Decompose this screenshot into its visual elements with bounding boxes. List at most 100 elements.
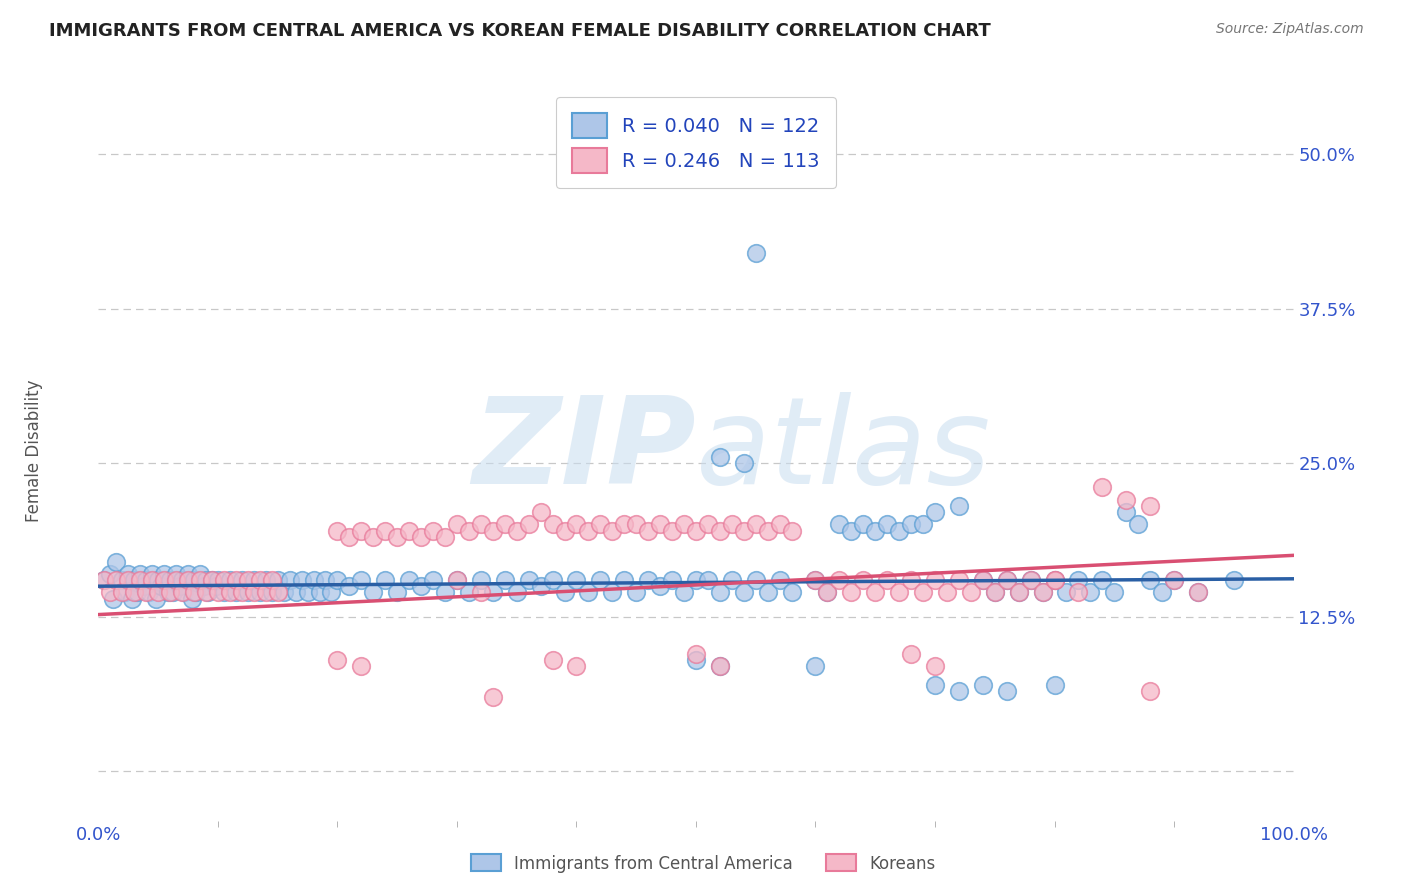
- Point: [374, 524, 396, 538]
- Point: [709, 659, 731, 673]
- Point: [745, 573, 768, 587]
- Point: [172, 585, 194, 599]
- Point: [195, 573, 218, 587]
- Point: [98, 585, 122, 599]
- Point: [876, 573, 898, 587]
- Point: [948, 499, 970, 513]
- Point: [141, 573, 163, 587]
- Text: Source: ZipAtlas.com: Source: ZipAtlas.com: [1216, 22, 1364, 37]
- Point: [1043, 678, 1066, 692]
- Point: [1223, 573, 1246, 587]
- Point: [1091, 573, 1114, 587]
- Point: [273, 585, 295, 599]
- Point: [350, 573, 373, 587]
- Point: [613, 573, 636, 587]
- Point: [685, 573, 707, 587]
- Point: [578, 585, 600, 599]
- Point: [1104, 585, 1126, 599]
- Point: [111, 573, 134, 587]
- Point: [768, 517, 790, 532]
- Point: [709, 524, 731, 538]
- Point: [446, 517, 468, 532]
- Point: [398, 524, 420, 538]
- Point: [1163, 573, 1185, 587]
- Point: [733, 524, 755, 538]
- Point: [613, 517, 636, 532]
- Point: [124, 573, 146, 587]
- Point: [960, 585, 983, 599]
- Point: [177, 566, 200, 581]
- Point: [188, 566, 211, 581]
- Point: [481, 690, 505, 705]
- Point: [177, 573, 200, 587]
- Point: [815, 585, 838, 599]
- Text: IMMIGRANTS FROM CENTRAL AMERICA VS KOREAN FEMALE DISABILITY CORRELATION CHART: IMMIGRANTS FROM CENTRAL AMERICA VS KOREA…: [49, 22, 991, 40]
- Point: [201, 573, 224, 587]
- Point: [243, 585, 266, 599]
- Point: [852, 573, 875, 587]
- Point: [470, 517, 492, 532]
- Point: [212, 573, 235, 587]
- Point: [841, 524, 863, 538]
- Point: [315, 573, 337, 587]
- Point: [554, 524, 576, 538]
- Point: [685, 653, 707, 667]
- Point: [828, 573, 851, 587]
- Point: [517, 517, 540, 532]
- Point: [900, 647, 922, 661]
- Point: [101, 591, 124, 606]
- Point: [709, 585, 731, 599]
- Point: [197, 585, 219, 599]
- Point: [148, 585, 170, 599]
- Point: [284, 585, 307, 599]
- Point: [183, 573, 205, 587]
- Point: [517, 573, 540, 587]
- Point: [422, 573, 444, 587]
- Point: [745, 517, 768, 532]
- Point: [93, 573, 115, 587]
- Point: [589, 573, 612, 587]
- Point: [326, 653, 349, 667]
- Point: [434, 585, 457, 599]
- Point: [876, 517, 898, 532]
- Point: [673, 517, 696, 532]
- Point: [995, 573, 1018, 587]
- Point: [260, 585, 283, 599]
- Point: [267, 585, 290, 599]
- Point: [637, 573, 659, 587]
- Point: [889, 524, 911, 538]
- Point: [804, 573, 827, 587]
- Point: [972, 678, 994, 692]
- Point: [141, 566, 163, 581]
- Point: [541, 573, 564, 587]
- Point: [972, 573, 994, 587]
- Point: [1008, 585, 1031, 599]
- Point: [153, 573, 176, 587]
- Point: [900, 573, 922, 587]
- Point: [411, 530, 433, 544]
- Point: [948, 684, 970, 698]
- Point: [195, 585, 218, 599]
- Point: [661, 573, 683, 587]
- Point: [697, 573, 720, 587]
- Point: [1128, 517, 1150, 532]
- Point: [815, 585, 838, 599]
- Point: [350, 524, 373, 538]
- Text: ZIP: ZIP: [472, 392, 696, 509]
- Point: [1008, 585, 1031, 599]
- Point: [506, 524, 529, 538]
- Point: [565, 573, 588, 587]
- Point: [541, 653, 564, 667]
- Point: [1067, 585, 1090, 599]
- Point: [1115, 492, 1137, 507]
- Point: [804, 659, 827, 673]
- Point: [111, 585, 134, 599]
- Point: [1043, 573, 1066, 587]
- Point: [541, 517, 564, 532]
- Point: [121, 591, 143, 606]
- Point: [207, 573, 229, 587]
- Y-axis label: Female Disability: Female Disability: [25, 379, 42, 522]
- Point: [204, 579, 226, 593]
- Point: [135, 585, 157, 599]
- Point: [470, 573, 492, 587]
